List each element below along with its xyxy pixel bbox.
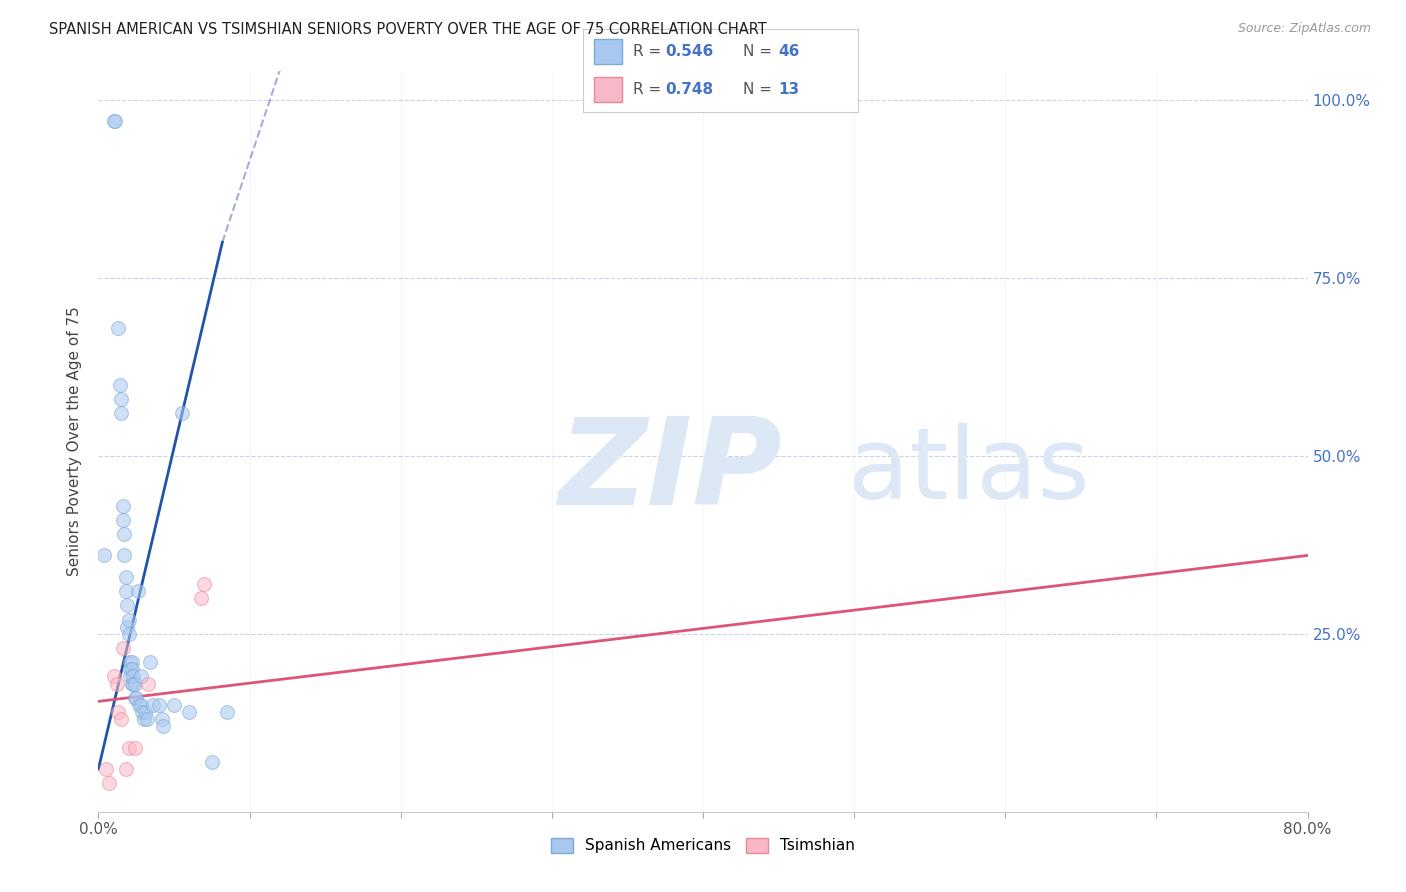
Point — [124, 690, 146, 705]
Point — [120, 669, 142, 683]
Legend: Spanish Americans, Tsimshian: Spanish Americans, Tsimshian — [546, 831, 860, 860]
Point — [115, 619, 138, 633]
Text: 0.748: 0.748 — [666, 82, 714, 97]
Point — [163, 698, 186, 712]
Point — [121, 662, 143, 676]
Text: N =: N = — [742, 82, 776, 97]
Point — [152, 719, 174, 733]
Point — [124, 676, 146, 690]
Point — [121, 655, 143, 669]
Point — [193, 577, 215, 591]
Point — [120, 655, 142, 669]
Point — [129, 669, 152, 683]
Point — [103, 114, 125, 128]
Point — [122, 669, 145, 683]
Text: N =: N = — [742, 44, 776, 59]
Point — [124, 740, 146, 755]
Text: SPANISH AMERICAN VS TSIMSHIAN SENIORS POVERTY OVER THE AGE OF 75 CORRELATION CHA: SPANISH AMERICAN VS TSIMSHIAN SENIORS PO… — [49, 22, 766, 37]
Point — [136, 676, 159, 690]
Point — [118, 740, 141, 755]
Point — [111, 640, 134, 655]
Point — [115, 599, 138, 613]
Point — [201, 755, 224, 769]
Point — [190, 591, 212, 606]
Point — [148, 698, 170, 712]
Point — [110, 712, 132, 726]
Point — [129, 698, 152, 712]
Point — [114, 584, 136, 599]
Point — [125, 690, 148, 705]
Point — [98, 776, 121, 790]
FancyBboxPatch shape — [595, 39, 621, 64]
Point — [110, 406, 132, 420]
Point — [122, 676, 145, 690]
Point — [118, 613, 141, 627]
Text: 46: 46 — [778, 44, 800, 59]
Text: atlas: atlas — [848, 423, 1090, 520]
Point — [128, 698, 150, 712]
Text: Source: ZipAtlas.com: Source: ZipAtlas.com — [1237, 22, 1371, 36]
Text: ZIP: ZIP — [558, 413, 782, 530]
Point — [127, 584, 149, 599]
Point — [107, 705, 129, 719]
Point — [107, 320, 129, 334]
Point — [112, 549, 135, 563]
Point — [114, 570, 136, 584]
Text: R =: R = — [633, 82, 666, 97]
Point — [108, 377, 131, 392]
Text: R =: R = — [633, 44, 666, 59]
Point — [135, 712, 157, 726]
Point — [104, 114, 127, 128]
Point — [179, 705, 201, 719]
Point — [150, 712, 173, 726]
Point — [94, 762, 117, 776]
Point — [110, 392, 132, 406]
Text: 13: 13 — [778, 82, 799, 97]
Point — [111, 499, 134, 513]
Point — [112, 527, 135, 541]
Point — [93, 549, 115, 563]
Point — [131, 705, 153, 719]
Point — [142, 698, 165, 712]
Point — [114, 762, 136, 776]
Point — [103, 669, 125, 683]
Point — [105, 676, 128, 690]
Y-axis label: Seniors Poverty Over the Age of 75: Seniors Poverty Over the Age of 75 — [67, 307, 83, 576]
Point — [118, 626, 141, 640]
Point — [121, 676, 143, 690]
Point — [139, 655, 162, 669]
Text: 0.546: 0.546 — [666, 44, 714, 59]
Point — [111, 513, 134, 527]
Point — [134, 705, 156, 719]
Point — [132, 712, 155, 726]
Point — [120, 662, 142, 676]
FancyBboxPatch shape — [595, 77, 621, 102]
Point — [170, 406, 193, 420]
Point — [215, 705, 238, 719]
